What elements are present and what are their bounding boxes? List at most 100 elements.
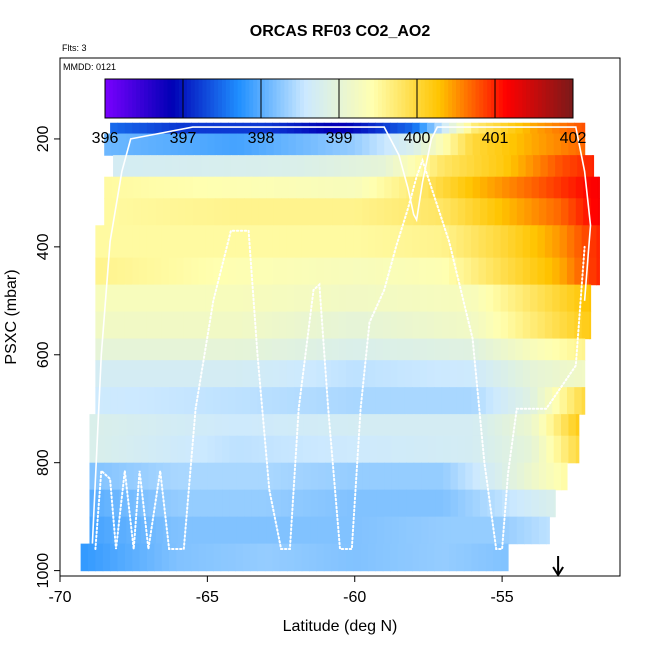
colorbar-tick-label: 398 — [248, 130, 275, 147]
colorbar-swatch — [151, 79, 157, 118]
heatmap-cell — [500, 338, 509, 361]
heatmap-cell — [200, 489, 208, 518]
colorbar-swatch — [483, 79, 488, 118]
heatmap-cell — [434, 387, 443, 415]
heatmap-cell — [139, 360, 148, 388]
heatmap-cell — [141, 133, 150, 156]
heatmap-cell — [251, 462, 260, 491]
heatmap-cell — [273, 489, 282, 518]
heatmap-cell — [384, 133, 393, 156]
heatmap-cell — [250, 225, 259, 259]
heatmap-cell — [242, 311, 251, 340]
heatmap-cell — [456, 311, 465, 340]
colorbar-swatch — [124, 79, 129, 118]
colorbar-swatch — [335, 79, 340, 118]
heatmap-cell — [478, 543, 487, 572]
heatmap-cell — [362, 176, 371, 199]
heatmap-cell — [471, 225, 480, 259]
heatmap-cell — [301, 257, 310, 286]
heatmap-cell — [141, 198, 150, 226]
heatmap-cell — [244, 516, 253, 545]
heatmap-cell — [257, 338, 266, 361]
heatmap-cell — [544, 225, 553, 259]
colorbar-swatch — [229, 79, 235, 118]
heatmap-cell — [338, 387, 347, 415]
colorbar-tick-label: 397 — [170, 130, 197, 147]
heatmap-cell — [205, 338, 214, 361]
heatmap-cell — [340, 489, 348, 518]
heatmap-cell — [236, 489, 245, 518]
heatmap-cell — [295, 462, 304, 491]
heatmap-cell — [345, 257, 354, 286]
heatmap-cell — [537, 387, 546, 415]
heatmap-cell — [575, 198, 584, 226]
heatmap-cell — [574, 122, 583, 135]
heatmap-cell — [257, 543, 266, 572]
heatmap-cell — [272, 284, 281, 313]
heatmap-cell — [375, 387, 384, 415]
heatmap-cell — [544, 257, 553, 286]
colorbar-swatch — [346, 79, 352, 118]
heatmap-cell — [95, 225, 104, 259]
heatmap-cell — [183, 387, 192, 415]
heatmap-cell — [457, 133, 466, 156]
heatmap-cell — [443, 414, 452, 437]
heatmap-cell — [183, 338, 192, 361]
heatmap-cell — [266, 198, 275, 226]
heatmap-cell — [310, 176, 319, 199]
heatmap-cell — [332, 516, 341, 545]
heatmap-cell — [502, 133, 511, 156]
heatmap-cell — [191, 387, 200, 415]
heatmap-cell — [465, 414, 474, 437]
heatmap-cell — [117, 257, 126, 286]
heatmap-cell — [463, 338, 472, 361]
heatmap-cell — [426, 338, 435, 361]
heatmap-cell — [503, 155, 512, 178]
heatmap-cell — [176, 225, 185, 259]
heatmap-cell — [146, 338, 155, 361]
heatmap-cell — [132, 225, 141, 259]
heatmap-cell — [478, 311, 487, 340]
heatmap-cell — [552, 387, 561, 415]
heatmap-cell — [323, 284, 332, 313]
heatmap-cell — [382, 338, 391, 361]
heatmap-cell — [397, 122, 406, 135]
heatmap-cell — [149, 155, 158, 178]
heatmap-cell — [244, 489, 253, 518]
heatmap-cell — [288, 489, 297, 518]
heatmap-cell — [155, 516, 164, 545]
heatmap-cell — [419, 257, 428, 286]
heatmap-cell — [266, 462, 275, 491]
heatmap-cell — [568, 133, 577, 156]
heatmap-cell — [524, 176, 533, 199]
colorbar-swatch — [268, 79, 274, 118]
heatmap-cell — [428, 462, 437, 491]
heatmap-cell — [258, 516, 267, 545]
heatmap-cell — [552, 122, 561, 135]
heatmap-cell — [117, 338, 126, 361]
heatmap-cell — [370, 155, 379, 178]
colorbar-tick-label: 401 — [482, 130, 509, 147]
heatmap-cell — [192, 198, 201, 226]
heatmap-cell — [443, 462, 452, 491]
heatmap-cell — [310, 489, 319, 518]
heatmap-cell — [251, 489, 260, 518]
heatmap-cell — [345, 338, 354, 361]
heatmap-cell — [288, 414, 297, 437]
colorbar-swatch — [147, 79, 153, 118]
heatmap-cell — [472, 435, 481, 464]
heatmap-cell — [266, 435, 275, 464]
heatmap-cell — [250, 311, 259, 340]
heatmap-cell — [155, 198, 164, 226]
heatmap-cell — [176, 360, 185, 388]
heatmap-cell — [404, 387, 413, 415]
heatmap-cell — [441, 543, 450, 572]
heatmap-cell — [413, 176, 422, 199]
heatmap-cell — [509, 133, 518, 156]
heatmap-cell — [566, 338, 575, 361]
heatmap-cell — [139, 122, 148, 135]
heatmap-cell — [376, 462, 385, 491]
heatmap-cell — [205, 360, 214, 388]
colorbar-swatch — [393, 79, 398, 118]
heatmap-cell — [368, 311, 376, 340]
